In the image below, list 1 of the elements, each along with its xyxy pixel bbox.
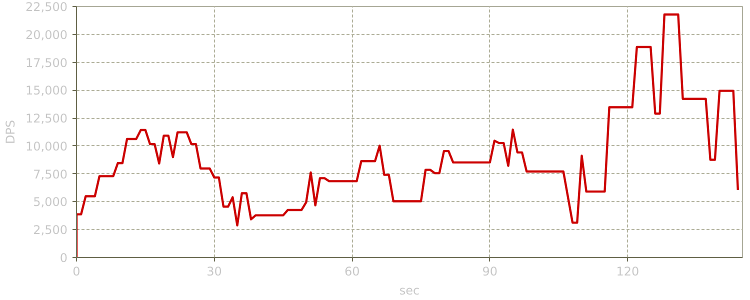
line-series bbox=[76, 13, 740, 258]
